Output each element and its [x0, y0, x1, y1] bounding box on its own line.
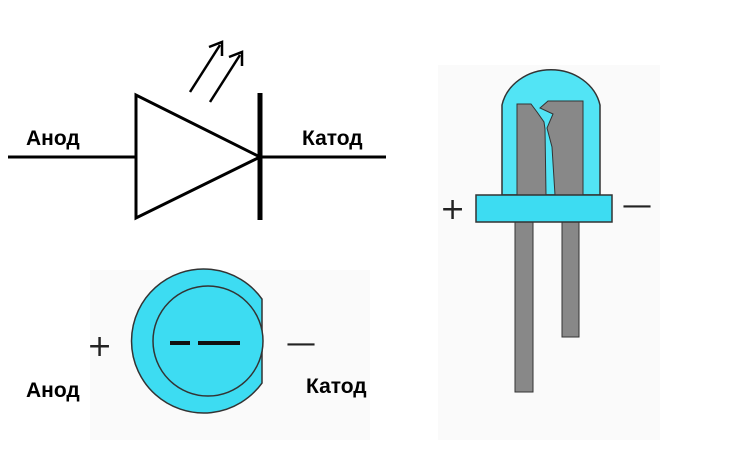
symbol-anode-label: Анод	[26, 127, 80, 150]
light-arrows-icon	[188, 40, 244, 103]
diode-triangle	[134, 92, 264, 221]
side-view-plus-sign: +	[440, 192, 465, 227]
top-view-anode-label: Анод	[26, 379, 80, 402]
anode-post	[516, 103, 547, 196]
led-flange	[475, 194, 613, 223]
anode-lead	[514, 221, 534, 393]
top-view-minus-sign: —	[286, 326, 316, 361]
top-view-cathode-label: Катод	[306, 375, 367, 398]
led-top-view: + — Анод Катод	[26, 268, 367, 414]
symbol-cathode-label: Катод	[302, 127, 363, 150]
side-view-minus-sign: —	[622, 188, 652, 223]
diode-symbol: Анод Катод	[8, 40, 386, 221]
led-side-view: + —	[440, 69, 652, 393]
cathode-lead	[561, 221, 580, 338]
top-view-plus-sign: +	[87, 329, 112, 364]
